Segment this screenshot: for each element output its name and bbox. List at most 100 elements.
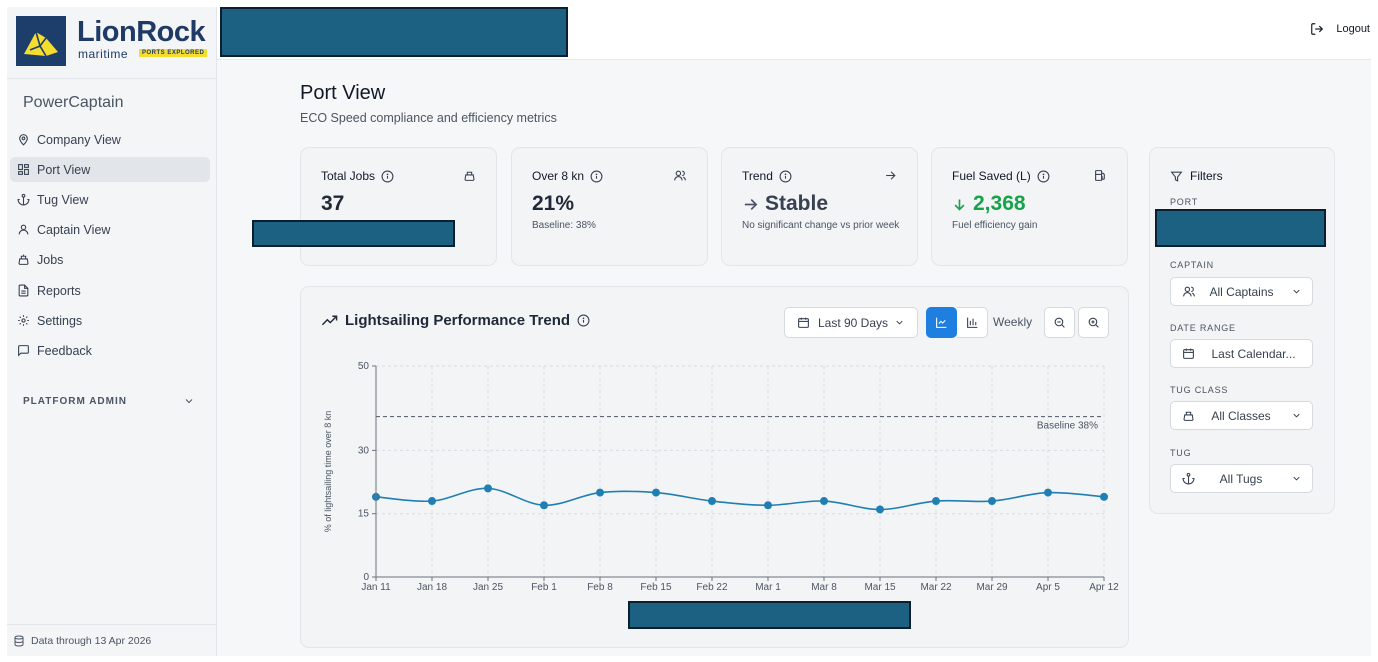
metric-label-text: Over 8 kn — [532, 169, 585, 183]
x-tick-label: Feb 1 — [531, 582, 557, 593]
data-point — [708, 497, 716, 506]
logout-label: Logout — [1336, 23, 1370, 35]
zoom-out-button[interactable] — [1044, 307, 1075, 338]
anchor-icon — [1182, 472, 1195, 485]
platform-admin-label: PLATFORM ADMIN — [23, 395, 127, 407]
line-chart-toggle[interactable] — [926, 307, 957, 338]
line-chart-icon — [936, 317, 947, 328]
page-subtitle: ECO Speed compliance and efficiency metr… — [300, 111, 557, 125]
metric-label: Total Jobs — [321, 169, 394, 183]
tug-label: TUG — [1170, 448, 1192, 458]
metric-card-total-jobs: Total Jobs 37 — [300, 147, 497, 266]
baseline-label: Baseline 38% — [1037, 421, 1098, 432]
filter-icon — [1170, 171, 1183, 182]
metric-label: Fuel Saved (L) — [952, 169, 1050, 183]
filters-panel: Filters PORT CAPTAIN All Captains DATE R… — [1149, 147, 1335, 514]
data-through-text: Data through 13 Apr 2026 — [31, 634, 152, 647]
series-line — [375, 487, 1105, 511]
data-point — [484, 484, 492, 493]
sidebar-item-jobs[interactable]: Jobs — [10, 247, 210, 272]
sidebar-item-captain-view[interactable]: Captain View — [10, 217, 210, 242]
anchor-icon — [17, 193, 30, 206]
data-point — [596, 488, 604, 497]
users-icon — [1183, 286, 1195, 297]
chevron-down-icon — [1293, 289, 1300, 294]
sidebar-item-label: Settings — [37, 313, 83, 328]
info-icon[interactable] — [779, 170, 792, 183]
platform-admin-toggle[interactable]: PLATFORM ADMIN — [23, 395, 195, 407]
zoom-in-icon — [1088, 317, 1099, 328]
date-range-label: DATE RANGE — [1170, 323, 1236, 333]
chevron-down-icon — [185, 399, 193, 404]
brand-name: LionRock — [77, 16, 206, 48]
x-tick-label: Jan 18 — [417, 582, 447, 593]
arrow-right-icon — [744, 198, 758, 210]
tug-select[interactable]: All Tugs — [1170, 464, 1313, 493]
brand-logo[interactable]: LionRock maritime PORTS EXPLORED — [7, 7, 217, 79]
captain-value: All Captains — [1209, 284, 1274, 299]
redacted-block — [628, 601, 911, 629]
info-icon[interactable] — [577, 314, 590, 327]
metric-card-trend: Trend Stable No significant change vs pr… — [721, 147, 918, 266]
data-point — [428, 497, 436, 506]
page-title: Port View — [300, 82, 386, 104]
arrow-down-icon — [954, 199, 965, 211]
sidebar-item-port-view[interactable]: Port View — [10, 157, 210, 182]
x-tick-label: Feb 22 — [696, 582, 728, 593]
metric-value: Stable — [742, 192, 828, 216]
metric-note: No significant change vs prior week — [742, 220, 900, 231]
info-icon[interactable] — [1037, 170, 1050, 183]
x-tick-label: Mar 22 — [920, 582, 952, 593]
logout-button[interactable]: Logout — [1310, 22, 1370, 36]
bar-chart-toggle[interactable] — [957, 307, 988, 338]
date-range-dropdown[interactable]: Last 90 Days — [784, 307, 918, 338]
x-tick-label: Mar 29 — [976, 582, 1008, 593]
granularity-label[interactable]: Weekly — [993, 315, 1033, 329]
calendar-icon — [1183, 348, 1194, 359]
grid-icon — [18, 164, 29, 175]
y-tick-label: 15 — [358, 509, 370, 520]
captain-select[interactable]: All Captains — [1170, 277, 1313, 306]
sidebar-item-company-view[interactable]: Company View — [10, 127, 210, 152]
info-icon[interactable] — [590, 170, 603, 183]
data-point — [820, 497, 828, 506]
date-range-value: Last 90 Days — [817, 315, 889, 330]
ship-icon — [18, 254, 29, 265]
sidebar-item-reports[interactable]: Reports — [10, 278, 210, 303]
x-tick-label: Apr 12 — [1089, 582, 1119, 593]
metric-card-fuel-saved: Fuel Saved (L) 2,368 Fuel efficiency gai… — [931, 147, 1128, 266]
sidebar-item-settings[interactable]: Settings — [10, 308, 210, 333]
info-icon[interactable] — [381, 170, 394, 183]
x-tick-label: Feb 15 — [640, 582, 672, 593]
sidebar-item-feedback[interactable]: Feedback — [10, 338, 210, 363]
user-icon — [18, 224, 29, 235]
brand-tag: PORTS EXPLORED — [139, 49, 208, 57]
sidebar-item-tug-view[interactable]: Tug View — [10, 187, 210, 212]
chart-title-text: Lightsailing Performance Trend — [345, 312, 571, 329]
sidebar-item-label: Jobs — [37, 252, 64, 267]
y-tick-label: 0 — [363, 572, 369, 583]
brand-sub: maritime — [78, 47, 129, 61]
metric-note: Fuel efficiency gain — [952, 220, 1038, 231]
metric-label-text: Trend — [742, 169, 773, 183]
x-tick-label: Mar 15 — [864, 582, 896, 593]
message-icon — [18, 345, 29, 357]
metric-value: 2,368 — [952, 192, 1026, 216]
date-range-value: Last Calendar... — [1211, 346, 1296, 361]
y-tick-label: 30 — [358, 445, 370, 456]
sidebar-item-label: Reports — [37, 283, 81, 298]
arrow-right-icon — [886, 171, 896, 180]
tug-class-select[interactable]: All Classes — [1170, 401, 1313, 430]
performance-trend-card: Lightsailing Performance Trend Last 90 D… — [300, 286, 1129, 648]
sidebar-item-label: Captain View — [37, 222, 111, 237]
logout-icon — [1311, 23, 1324, 35]
metric-label: Over 8 kn — [532, 169, 603, 183]
date-range-select[interactable]: Last Calendar... — [1170, 339, 1313, 368]
data-point — [1100, 492, 1108, 501]
metric-value: 21% — [532, 192, 575, 215]
data-point — [1044, 488, 1052, 497]
zoom-in-button[interactable] — [1078, 307, 1109, 338]
filters-title-text: Filters — [1190, 169, 1223, 183]
data-point — [876, 505, 884, 514]
top-bar: Logout — [217, 7, 1371, 60]
